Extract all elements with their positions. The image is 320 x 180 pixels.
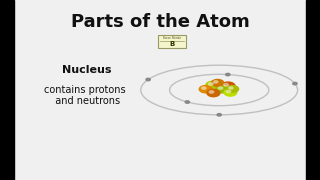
Circle shape (229, 87, 233, 89)
Bar (306, 0, 320, 180)
Bar (0, 0, 14, 180)
Circle shape (224, 84, 228, 86)
Circle shape (185, 101, 189, 103)
Circle shape (206, 81, 220, 89)
Circle shape (226, 73, 230, 76)
Circle shape (224, 89, 237, 96)
Circle shape (214, 81, 218, 83)
Circle shape (221, 82, 235, 90)
Circle shape (217, 114, 221, 116)
Circle shape (212, 80, 224, 86)
Circle shape (209, 91, 214, 93)
Text: Boron Nitride: Boron Nitride (163, 36, 181, 40)
Circle shape (226, 90, 231, 93)
Circle shape (208, 83, 213, 85)
Text: B: B (169, 41, 175, 47)
Text: contains protons
  and neutrons: contains protons and neutrons (44, 85, 126, 106)
Circle shape (216, 86, 229, 93)
Circle shape (146, 78, 150, 81)
Circle shape (199, 86, 212, 93)
Circle shape (227, 86, 239, 92)
Circle shape (207, 89, 220, 97)
Text: Nucleus: Nucleus (62, 65, 111, 75)
Circle shape (218, 87, 223, 89)
Circle shape (293, 82, 297, 85)
Circle shape (202, 87, 206, 89)
FancyBboxPatch shape (158, 35, 186, 48)
Text: Parts of the Atom: Parts of the Atom (71, 13, 249, 31)
